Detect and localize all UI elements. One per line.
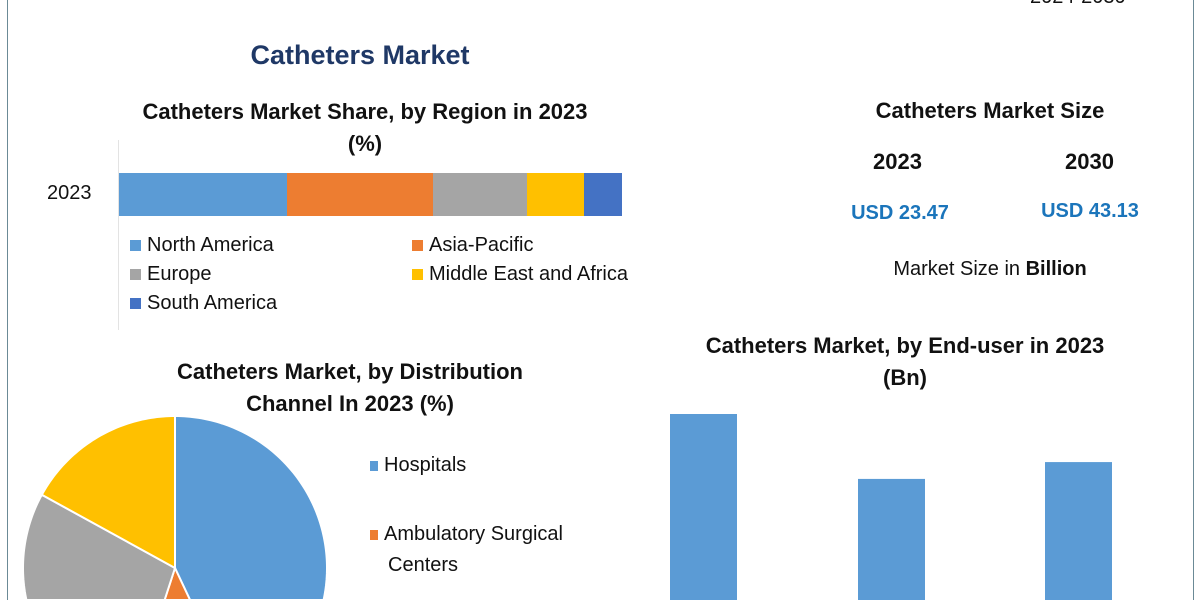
- legend-swatch: [130, 240, 141, 251]
- region-title-line2: (%): [347, 131, 383, 156]
- region-legend: North America Asia-Pacific Europe Middle Ea…: [130, 234, 690, 315]
- legend-item: Europe: [130, 263, 412, 286]
- enduser-bar-0: [670, 414, 737, 600]
- legend-swatch: [370, 460, 378, 471]
- legend-item: North America: [130, 234, 412, 257]
- bar-segment-middle-east-and-africa: [526, 173, 584, 216]
- legend-label: Ambulatory Surgical: [384, 523, 563, 545]
- enduser-bar-2: [1045, 462, 1112, 600]
- pie-chart-title: Catheters Market, by Distribution Channe…: [120, 356, 580, 420]
- legend-swatch: [130, 269, 141, 280]
- pie-title-line2: Channel In 2023 (%): [246, 391, 454, 416]
- legend-label: North America: [147, 234, 274, 256]
- region-category-label: 2023: [47, 182, 92, 204]
- market-size-note: Market Size in Billion: [840, 258, 1140, 281]
- value-2030: USD 43.13: [1041, 200, 1139, 222]
- page-title: Catheters Market: [250, 40, 470, 70]
- region-stacked-bar: [119, 173, 622, 216]
- enduser-chart-title: Catheters Market, by End-user in 2023 (B…: [660, 330, 1150, 394]
- bar-segment-europe: [432, 173, 527, 216]
- bar-segment-north-america: [119, 173, 287, 216]
- legend-label: Asia-Pacific: [429, 234, 534, 256]
- legend-swatch: [412, 269, 423, 280]
- pie-slice-0: [174, 414, 329, 600]
- bar-segment-south-america: [583, 173, 622, 216]
- legend-label: Europe: [147, 263, 212, 285]
- year-2030: 2030: [1065, 149, 1114, 174]
- legend-swatch: [130, 298, 141, 309]
- period-label: 2024-2030: [1030, 0, 1126, 9]
- legend-hospitals: Hospitals: [370, 454, 466, 477]
- infographic-frame: [7, 0, 1194, 600]
- legend-label: Middle East and Africa: [429, 263, 628, 285]
- legend-swatch: [370, 529, 378, 540]
- pie-slice-2: [21, 493, 177, 600]
- enduser-bar-1: [858, 478, 925, 600]
- legend-label: South America: [147, 292, 278, 314]
- region-title-line1: Catheters Market Share, by Region in 202…: [142, 99, 588, 124]
- value-2023: USD 23.47: [851, 202, 949, 224]
- enduser-title-line1: Catheters Market, by End-user in 2023: [705, 333, 1105, 358]
- note-prefix: Market Size in: [893, 258, 1026, 280]
- bar-segment-asia-pacific: [287, 173, 433, 216]
- legend-asc-line2: Centers: [388, 554, 459, 576]
- region-axis: [118, 140, 119, 330]
- legend-swatch: [412, 240, 423, 251]
- legend-item: Middle East and Africa: [412, 263, 692, 286]
- legend-asc: Ambulatory Surgical: [370, 523, 563, 546]
- pie-title-line1: Catheters Market, by Distribution: [177, 359, 523, 384]
- pie-slice-3: [40, 414, 176, 570]
- legend-item: Asia-Pacific: [412, 234, 692, 257]
- region-chart-title: Catheters Market Share, by Region in 202…: [100, 96, 630, 160]
- note-unit: Billion: [1025, 258, 1087, 280]
- legend-label: Hospitals: [384, 454, 467, 476]
- enduser-title-line2: (Bn): [883, 365, 927, 390]
- year-2023: 2023: [873, 149, 922, 174]
- market-size-title: Catheters Market Size: [875, 98, 1105, 123]
- legend-item: South America: [130, 292, 412, 315]
